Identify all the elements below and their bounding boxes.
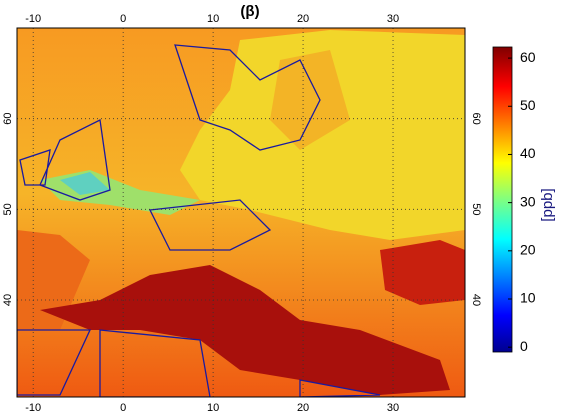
colorbar-tick-label: 50: [520, 97, 536, 113]
map-field: [17, 28, 465, 397]
lat-tick-label: 50: [2, 203, 14, 215]
lon-tick-label: 10: [207, 402, 219, 414]
colorbar-tick-label: 60: [520, 49, 536, 65]
map-region: [40, 265, 450, 395]
lat-tick-label: 40: [470, 294, 482, 306]
colorbar-tick-label: 20: [520, 242, 536, 258]
lon-tick-label: -10: [25, 13, 41, 25]
colorbar: [492, 46, 513, 353]
lon-tick-label: -10: [25, 402, 41, 414]
coastline: [17, 44, 381, 397]
lat-tick-label: 40: [2, 294, 14, 306]
lat-tick-label: 50: [470, 203, 482, 215]
colorbar-tick-label: 30: [520, 193, 536, 209]
map-frame: [16, 27, 466, 398]
lon-tick-label: 30: [387, 402, 399, 414]
lon-tick-label: 20: [297, 402, 309, 414]
colorbar-tick-label: 0: [520, 338, 528, 354]
lat-tick-label: 60: [470, 113, 482, 125]
map-region: [270, 50, 350, 150]
lon-tick-label: 10: [207, 13, 219, 25]
lon-tick-label: 20: [297, 13, 309, 25]
title: (β): [240, 3, 259, 20]
lon-tick-label: 0: [120, 13, 126, 25]
map-region: [17, 230, 90, 330]
map-region: [60, 172, 110, 195]
map-region: [380, 240, 465, 305]
colorbar-tick-label: 40: [520, 145, 536, 161]
lon-tick-label: 0: [120, 402, 126, 414]
lat-tick-label: 60: [2, 113, 14, 125]
lon-tick-label: 30: [387, 13, 399, 25]
graticule: [17, 28, 465, 397]
colorbar-label: [ppb]: [539, 188, 556, 221]
colorbar-tick-label: 10: [520, 290, 536, 306]
